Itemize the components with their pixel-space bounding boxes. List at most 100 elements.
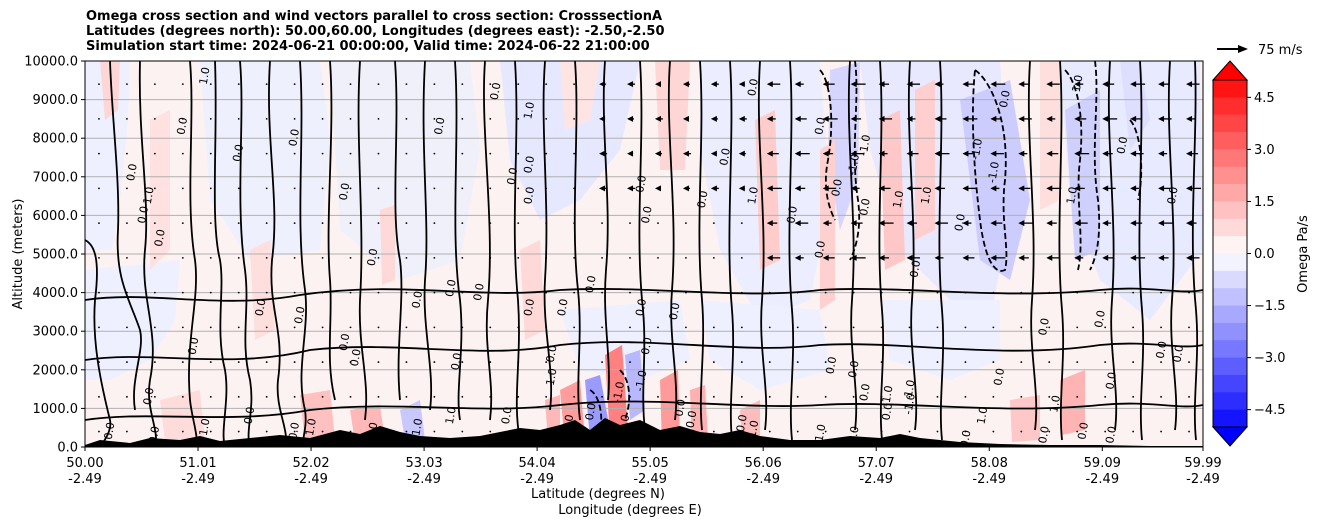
wind-vector: [237, 187, 240, 190]
wind-vector: [573, 326, 576, 329]
colorbar-ticks: 4.5 3.0 1.5 0.0 −1.5 −3.0 −4.5: [1247, 91, 1286, 418]
wind-vector: [405, 291, 408, 294]
wind-vector: [237, 118, 240, 120]
wind-vector-head: [682, 81, 689, 88]
wind-vector-head: [1158, 115, 1165, 122]
wind-vector: [181, 83, 184, 86]
contour-label: 1.0: [745, 186, 761, 205]
wind-vector: [740, 395, 743, 398]
wind-vector-head: [962, 150, 969, 157]
wind-vector: [126, 430, 128, 433]
contour-label: 0.0: [348, 348, 364, 367]
wind-vector-head: [710, 185, 717, 192]
wind-vector-head: [822, 185, 829, 192]
x-tick-label-lon: -2.49: [972, 472, 1006, 487]
wind-vector: [1104, 395, 1107, 398]
wind-vector-head: [850, 115, 857, 122]
wind-vector: [209, 83, 212, 86]
wind-vector: [629, 395, 631, 398]
wind-vector: [852, 430, 855, 433]
wind-vector-head: [906, 185, 913, 192]
wind-vector: [1104, 430, 1107, 433]
wind-vector: [181, 187, 184, 190]
wind-vector-head: [906, 220, 913, 227]
wind-vector: [405, 222, 408, 225]
wind-vector: [293, 395, 296, 398]
contour-label: 0.0: [432, 116, 448, 135]
wind-vector: [209, 291, 212, 294]
wind-vector: [545, 222, 548, 225]
wind-vector-head: [822, 115, 829, 122]
wind-vector: [433, 395, 436, 398]
contour-label: 0.0: [365, 248, 381, 267]
contour-label: -1.0: [985, 161, 1002, 184]
wind-vector: [657, 291, 659, 294]
x-tick-label-lat: 53.03: [405, 456, 442, 471]
wind-vector-head: [599, 150, 606, 157]
wind-vector: [629, 222, 631, 225]
contour-label: 0.0: [449, 352, 465, 371]
wind-vector: [433, 222, 436, 225]
x-tick-label-lon: -2.49: [1186, 472, 1220, 487]
wind-vector-head: [682, 185, 689, 192]
wind-vector: [657, 256, 659, 259]
wind-vector: [153, 430, 156, 433]
wind-vector: [880, 430, 883, 433]
wind-vector-head: [990, 81, 997, 88]
wind-vector: [545, 83, 548, 86]
wind-vector: [517, 187, 520, 190]
wind-vector: [98, 361, 100, 363]
colorbar-max-extend: [1211, 60, 1249, 81]
wind-vector: [1076, 291, 1079, 294]
wind-vector-head: [962, 185, 969, 192]
wind-vector: [573, 222, 576, 225]
contour-label: 0.0: [672, 398, 688, 417]
wind-vector: [98, 291, 100, 294]
wind-vector-head: [794, 220, 801, 227]
wind-vector-head: [1158, 150, 1165, 157]
contour-label: -1.0: [901, 392, 918, 415]
wind-vector: [517, 256, 520, 259]
wind-vector: [1048, 291, 1051, 294]
wind-vector-head: [654, 150, 661, 157]
wind-vector: [405, 187, 408, 190]
wind-vector: [349, 118, 352, 120]
wind-vector-head: [878, 185, 885, 192]
colorbar-band: [1213, 201, 1247, 220]
contour-label: 0.0: [337, 182, 353, 201]
wind-vector: [1048, 395, 1051, 398]
contour-label: 0.0: [997, 89, 1013, 108]
wind-vector: [153, 256, 156, 259]
wind-vector: [1188, 291, 1190, 294]
contour-label: 0.0: [488, 82, 504, 101]
wind-vector: [1188, 395, 1190, 398]
wind-vector-head: [1046, 81, 1053, 88]
wind-vector: [517, 222, 520, 225]
wind-vector: [545, 152, 548, 155]
wind-vector: [573, 83, 576, 86]
contour-label: 0.0: [907, 259, 923, 278]
wind-vector: [1076, 430, 1079, 433]
wind-vector: [657, 222, 659, 225]
contour-label: -1.0: [610, 381, 627, 404]
wind-vector: [405, 118, 408, 120]
x-tick-label-lon: -2.49: [746, 472, 780, 487]
contour-label: 1.0: [544, 367, 560, 386]
chart-title: Omega cross section and wind vectors par…: [86, 9, 665, 54]
wind-vector: [1188, 430, 1190, 433]
wind-vector-head: [990, 150, 997, 157]
contour-label: 0.0: [1165, 186, 1181, 205]
wind-vector: [685, 256, 687, 259]
wind-vector: [377, 256, 380, 259]
wind-vector: [852, 291, 855, 294]
wind-vector: [98, 256, 100, 259]
wind-vector: [181, 430, 184, 433]
wind-vector: [209, 256, 212, 259]
wind-vector-head: [906, 254, 913, 261]
wind-vector-head: [710, 115, 717, 122]
x-tick-label-lon: -2.49: [294, 472, 328, 487]
wind-vector: [1048, 361, 1051, 363]
wind-vector-head: [766, 115, 773, 122]
wind-vector-head: [1102, 254, 1109, 261]
wind-vectors: [98, 81, 1202, 433]
